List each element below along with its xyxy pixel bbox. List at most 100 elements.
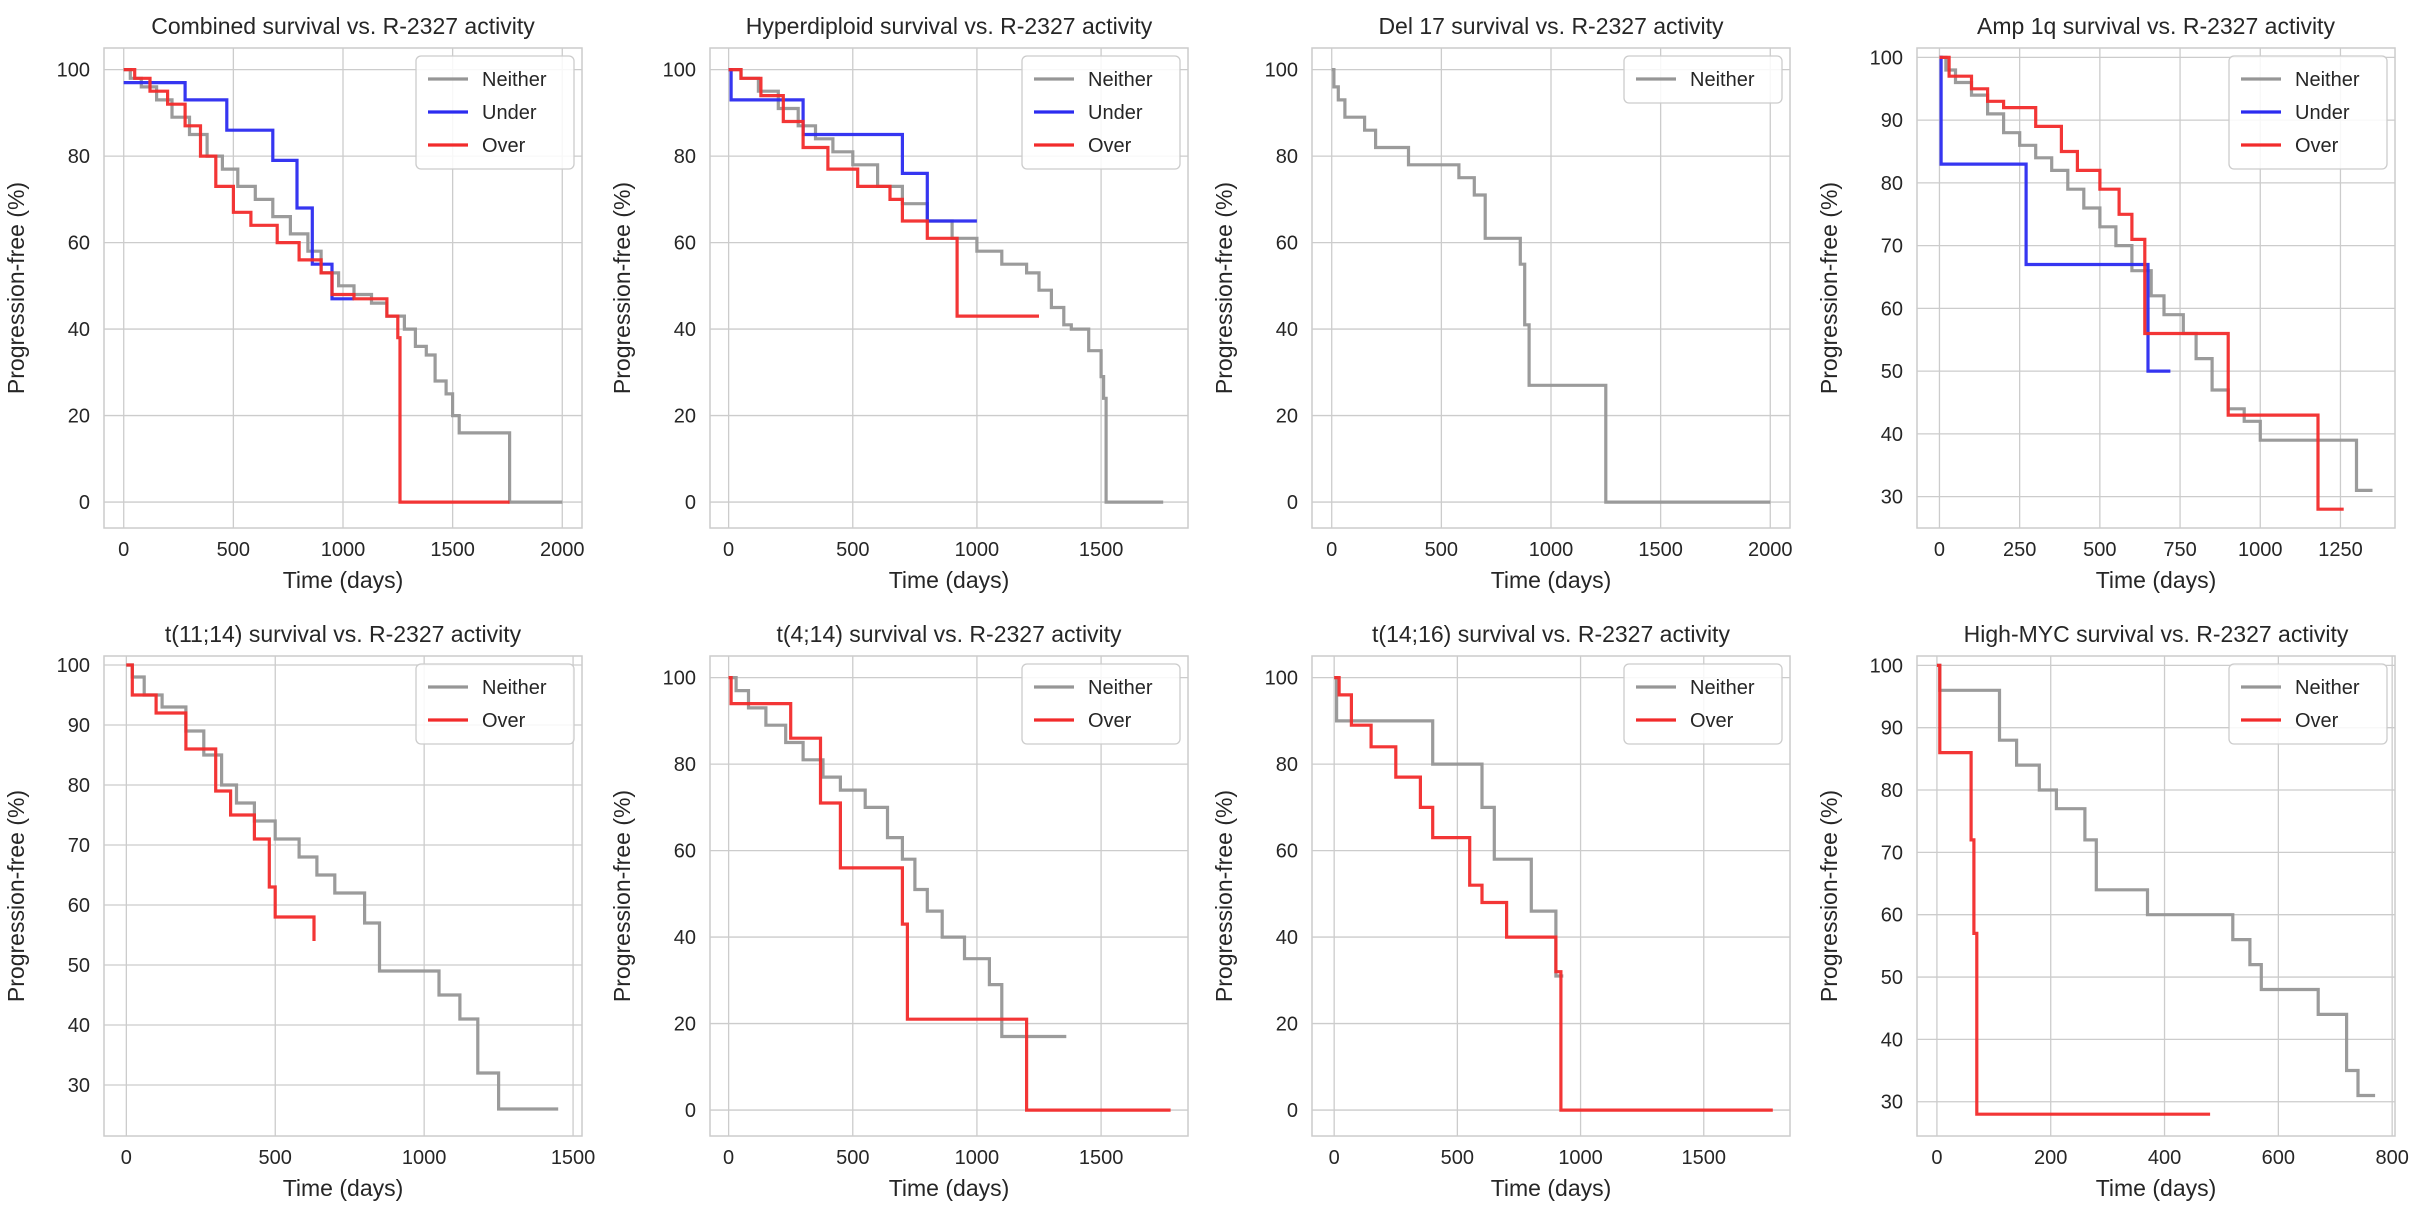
y-tick-label: 20 — [674, 1014, 696, 1036]
x-axis-label: Time (days) — [283, 1175, 404, 1201]
y-tick-label: 40 — [674, 927, 696, 949]
chart-panel-2: 0 500 1000 1500 0 20 40 60 80 100 Hyperdiploid sur… — [609, 13, 1189, 593]
x-axis-label: Time (days) — [889, 567, 1010, 593]
y-tick-label: 80 — [1276, 754, 1298, 776]
series-line-over — [1334, 676, 1773, 1112]
chart-title: t(14;16) survival vs. R-2327 activity — [1372, 621, 1730, 647]
y-tick-label: 100 — [663, 668, 696, 690]
y-tick-label: 40 — [1276, 319, 1298, 341]
y-tick-label: 80 — [674, 754, 696, 776]
x-tick-label: 1000 — [955, 1147, 1000, 1169]
chart-title: Amp 1q survival vs. R-2327 activity — [1977, 13, 2335, 39]
plot-frame — [1916, 47, 2396, 529]
y-tick-label: 100 — [57, 60, 90, 82]
y-tick-label: 60 — [68, 233, 90, 255]
x-tick-label: 200 — [2034, 1147, 2067, 1169]
chart-panel-1: 0 500 1000 1500 2000 0 20 40 60 80 100 Combined sur… — [3, 13, 585, 593]
x-tick-label: 500 — [2083, 539, 2116, 561]
series-line-over — [728, 676, 1171, 1112]
y-axis-label: Progression-free (%) — [609, 182, 635, 394]
x-tick-label: 1000 — [321, 539, 366, 561]
chart-panel-3: 0 500 1000 1500 2000 0 20 40 60 80 100 Del 17 survi… — [1211, 13, 1793, 593]
y-tick-label: 0 — [1287, 492, 1298, 514]
x-tick-label: 0 — [723, 539, 734, 561]
y-tick-label: 30 — [1881, 487, 1903, 509]
y-tick-label: 100 — [1265, 668, 1298, 690]
legend: Neither — [1623, 55, 1783, 104]
legend-label-neither: Neither — [1088, 677, 1153, 699]
series-line-over — [123, 68, 510, 504]
plot-frame — [1311, 47, 1791, 529]
legend-box — [2228, 55, 2388, 170]
plot-frame — [103, 655, 583, 1137]
series-line-over — [1939, 55, 2344, 511]
x-axis-label: Time (days) — [1491, 567, 1612, 593]
y-tick-label: 60 — [674, 841, 696, 863]
y-tick-label: 70 — [1881, 236, 1903, 258]
series-line-neither — [1334, 676, 1564, 978]
y-tick-label: 90 — [1881, 718, 1903, 740]
y-axis-label: Progression-free (%) — [1816, 182, 1842, 394]
chart-panel-5: 0 500 1000 1500 30 40 50 60 70 80 90 100 t(11;14) su… — [3, 621, 595, 1201]
series-line-over — [1936, 663, 2211, 1116]
legend-box — [2228, 663, 2388, 745]
legend-box — [1021, 663, 1181, 745]
series-line-under — [1939, 55, 2171, 373]
y-tick-label: 20 — [674, 406, 696, 428]
y-tick-label: 80 — [68, 146, 90, 168]
y-tick-label: 0 — [79, 492, 90, 514]
series-line-neither — [1936, 663, 2376, 1098]
y-tick-label: 40 — [674, 319, 696, 341]
y-tick-label: 60 — [1881, 298, 1903, 320]
y-tick-label: 20 — [1276, 406, 1298, 428]
legend: Neither Over — [415, 663, 575, 745]
legend-label-neither: Neither — [1690, 677, 1755, 699]
y-tick-label: 50 — [68, 955, 90, 977]
x-tick-label: 1500 — [1079, 539, 1124, 561]
y-tick-label: 40 — [1881, 424, 1903, 446]
y-axis-label: Progression-free (%) — [3, 790, 29, 1002]
y-tick-label: 90 — [68, 715, 90, 737]
y-tick-label: 100 — [1870, 655, 1903, 677]
y-axis-label: Progression-free (%) — [1211, 790, 1237, 1002]
legend-label-over: Over — [2295, 710, 2339, 732]
x-tick-label: 500 — [259, 1147, 292, 1169]
x-tick-label: 1000 — [1529, 539, 1574, 561]
x-tick-label: 1500 — [1638, 539, 1683, 561]
series-line-over — [126, 663, 316, 941]
chart-title: Hyperdiploid survival vs. R-2327 activit… — [746, 13, 1153, 39]
y-tick-label: 20 — [68, 406, 90, 428]
chart-title: High-MYC survival vs. R-2327 activity — [1964, 621, 2349, 647]
y-tick-label: 40 — [68, 319, 90, 341]
x-tick-label: 1500 — [551, 1147, 596, 1169]
y-tick-label: 20 — [1276, 1014, 1298, 1036]
y-tick-label: 50 — [1881, 967, 1903, 989]
y-tick-label: 80 — [68, 775, 90, 797]
legend-box — [1623, 55, 1783, 104]
plot-frame — [709, 47, 1189, 529]
y-axis-label: Progression-free (%) — [1211, 182, 1237, 394]
x-tick-label: 1500 — [1079, 1147, 1124, 1169]
legend: Neither Over — [1623, 663, 1783, 745]
x-axis-label: Time (days) — [2096, 1175, 2217, 1201]
legend-box — [415, 663, 575, 745]
y-tick-label: 80 — [1881, 173, 1903, 195]
x-tick-label: 500 — [836, 1147, 869, 1169]
y-tick-label: 30 — [1881, 1092, 1903, 1114]
legend-label-neither: Neither — [2295, 677, 2360, 699]
chart-title: Combined survival vs. R-2327 activity — [151, 13, 535, 39]
y-tick-label: 80 — [1881, 780, 1903, 802]
chart-title: Del 17 survival vs. R-2327 activity — [1378, 13, 1724, 39]
x-tick-label: 250 — [2003, 539, 2036, 561]
legend: Neither Over — [2228, 663, 2388, 745]
x-axis-label: Time (days) — [889, 1175, 1010, 1201]
x-tick-label: 800 — [2375, 1147, 2408, 1169]
x-tick-label: 500 — [836, 539, 869, 561]
legend-label-under: Under — [2295, 102, 2350, 124]
legend-label-over: Over — [482, 135, 526, 157]
x-tick-label: 1250 — [2318, 539, 2363, 561]
y-tick-label: 30 — [68, 1075, 90, 1097]
x-axis-label: Time (days) — [1491, 1175, 1612, 1201]
y-tick-label: 50 — [1881, 361, 1903, 383]
